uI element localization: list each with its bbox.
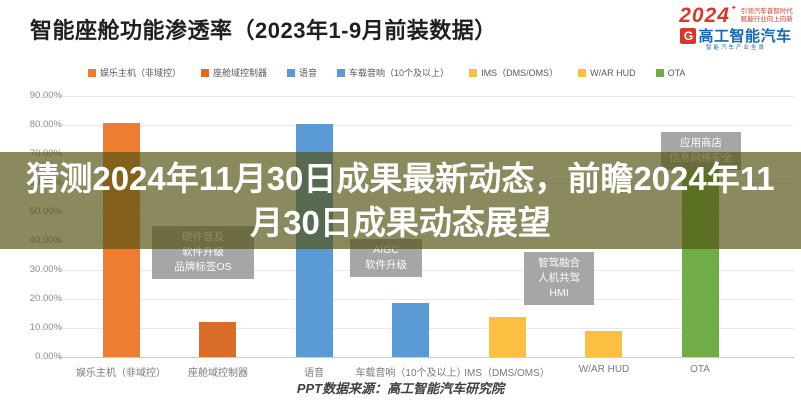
watermark-line1: 猜测2024年11月30日成果最新动态，前瞻2024年11 [26,159,775,197]
legend-label: IMS（DMS/OMS） [481,68,559,78]
annotation-line: 软件升级 [182,246,224,258]
x-axis-label: W/AR HUD [578,364,630,375]
logo-slogans: 引领汽车普智时代 赋能行业向上向新 [741,5,793,24]
y-axis-tick-label: 90.00% [29,90,62,101]
legend-color-swatch [578,68,587,77]
annotation-line: 品牌标签OS [174,261,232,273]
x-axis-label: 座舱域控制器 [188,368,248,379]
legend-label: OTA [667,67,686,78]
annotation-line: 软件升级 [365,259,407,271]
legend-item: IMS（DMS/OMS） [469,66,558,79]
legend-color-swatch [337,68,346,77]
brand-logo: 2024 ✦ 引领汽车普智时代 赋能行业向上向新 G 高工智能汽车 智能汽车产业… [677,5,795,52]
legend-label: 娱乐主机（非域控） [100,68,182,78]
gridline [58,96,794,97]
chart-annotation: 智驾融合人机共驾 HMI [524,252,594,305]
logo-brand-row: G 高工智能汽车 [677,28,795,44]
x-axis-label: IMS（DMS/OMS） [464,368,550,379]
y-axis-tick-label: 30.00% [29,264,62,275]
sparkle-icon: ✦ [730,5,737,12]
annotation-line: 应用商店 [680,137,722,149]
data-source: PPT数据来源：高工智能汽车研究院 [296,381,505,396]
gridline [58,299,794,300]
y-axis-tick-label: 0.00% [35,351,62,362]
y-axis-tick-label: 80.00% [29,119,62,130]
gridline [58,357,794,358]
legend-item: 语音 [287,66,317,79]
legend-color-swatch [287,68,296,77]
logo-top-row: 2024 ✦ 引领汽车普智时代 赋能行业向上向新 [677,5,795,26]
bar-5 [489,317,526,357]
legend-item: 车载音响（10个及以上） [337,66,449,79]
bar-4 [392,303,429,357]
chart-legend: 娱乐主机（非域控） 座舱域控制器 语音 车载音响（10个及以上） IMS（DMS/OMS… [88,66,685,79]
y-axis-tick-label: 20.00% [29,293,62,304]
legend-label: W/AR HUD [590,67,636,78]
legend-item: OTA [655,67,686,78]
ggai-logo-icon: G [680,28,697,44]
logo-slogan-line2: 赋能行业向上向新 [740,16,793,23]
x-axis-label: 语音 [304,368,324,379]
logo-year: 2024 [679,4,730,27]
x-axis-label: 车载音响（10个及以上） [355,368,467,379]
watermark-line2: 月30日成果动态展望 [250,203,551,241]
page-title: 智能座舱功能渗透率（2023年1-9月前装数据） [30,18,497,43]
legend-item: W/AR HUD [578,68,636,78]
annotation-line: 智驾融合 [538,257,580,269]
legend-label: 座舱域控制器 [213,68,268,78]
annotation-line: HMI [549,287,569,299]
legend-label: 车载音响（10个及以上） [349,68,450,78]
bar-2 [199,322,236,357]
x-axis-label: OTA [690,364,710,375]
brand-subtitle: 智能汽车产业全景 [705,45,766,51]
legend-color-swatch [469,68,478,77]
annotation-line: 人机共驾 [538,272,580,284]
bar-6 [585,331,622,357]
legend-item: 娱乐主机（非域控） [88,66,181,79]
legend-label: 语音 [299,68,318,78]
x-axis-label: 娱乐主机（非域控） [76,368,166,379]
legend-color-swatch [88,68,96,77]
gridline [58,270,794,271]
brand-name: 高工智能汽车 [698,27,792,45]
logo-slogan-line1: 引领汽车普智时代 [740,8,793,15]
legend-item: 座舱域控制器 [201,66,267,79]
legend-color-swatch [655,68,664,77]
gridline [58,125,794,126]
watermark-overlay: 猜测2024年11月30日成果最新动态，前瞻2024年11 月30日成果动态展望 [0,152,801,249]
y-axis-tick-label: 10.00% [29,322,62,333]
legend-color-swatch [201,68,210,77]
